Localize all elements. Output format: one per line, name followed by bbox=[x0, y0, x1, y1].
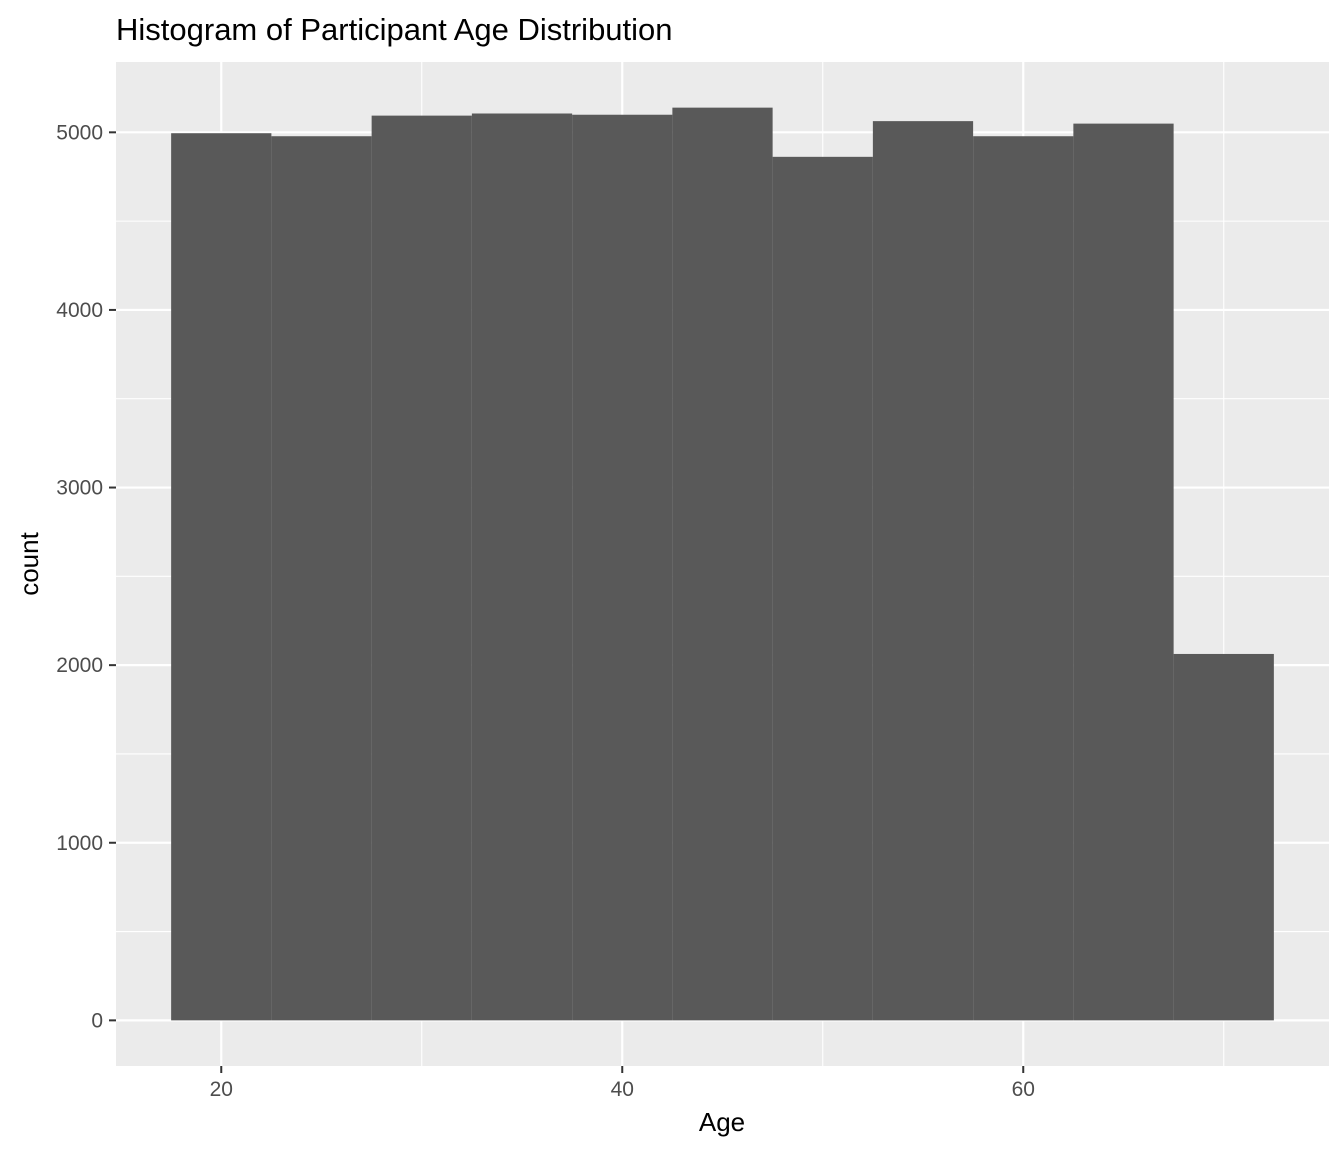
y-axis-ticks: 0 1000 2000 3000 4000 5000 bbox=[56, 121, 116, 1032]
histogram-bar bbox=[171, 133, 272, 1021]
histogram-bar bbox=[371, 115, 472, 1021]
histogram-bar bbox=[672, 107, 773, 1021]
y-axis-title: count bbox=[14, 531, 44, 595]
histogram-bar bbox=[471, 113, 573, 1021]
histogram-bar bbox=[1073, 123, 1174, 1021]
histogram-bar bbox=[271, 136, 372, 1021]
y-tick-label: 0 bbox=[91, 1009, 103, 1032]
x-axis-ticks: 20 40 60 bbox=[210, 1066, 1035, 1101]
y-tick-label: 3000 bbox=[56, 477, 103, 500]
x-tick-label: 20 bbox=[210, 1078, 233, 1101]
histogram-bar bbox=[1173, 653, 1274, 1021]
chart-title: Histogram of Participant Age Distributio… bbox=[116, 12, 673, 47]
x-axis-title: Age bbox=[699, 1107, 745, 1137]
y-tick-label: 2000 bbox=[56, 654, 103, 677]
histogram-bar bbox=[973, 136, 1074, 1021]
x-tick-label: 40 bbox=[611, 1078, 634, 1101]
histogram-bars bbox=[171, 107, 1274, 1021]
x-tick-label: 60 bbox=[1012, 1078, 1035, 1101]
histogram-bar bbox=[872, 121, 974, 1021]
y-tick-label: 4000 bbox=[56, 299, 103, 322]
histogram-bar bbox=[772, 156, 873, 1021]
y-tick-label: 1000 bbox=[56, 832, 103, 855]
histogram-bar bbox=[572, 114, 673, 1021]
y-tick-label: 5000 bbox=[56, 121, 103, 144]
